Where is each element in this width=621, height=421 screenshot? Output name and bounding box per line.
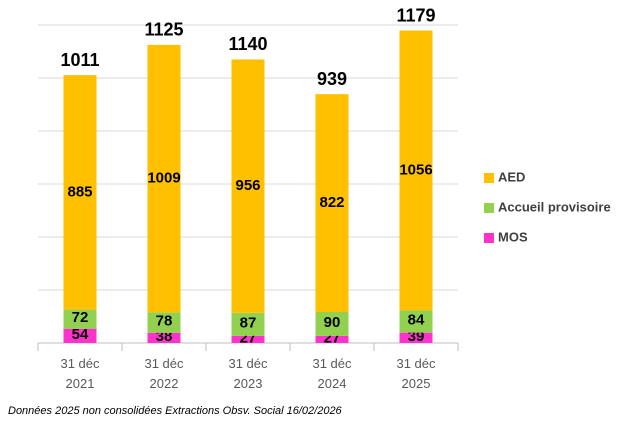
segment-label: 1009: [147, 170, 180, 187]
legend-swatch: [484, 173, 494, 183]
x-tick-line: 31 déc: [228, 356, 268, 371]
total-label: 1125: [144, 20, 183, 40]
x-tick-line: 31 déc: [312, 356, 352, 371]
segment-label: 1056: [399, 161, 432, 178]
total-label: 1011: [60, 50, 99, 70]
legend-swatch: [484, 203, 494, 213]
segment-label: 885: [67, 183, 92, 200]
x-tick-line: 2022: [150, 376, 179, 391]
x-tick-line: 2023: [234, 376, 263, 391]
total-label: 1179: [396, 5, 435, 25]
x-tick-line: 31 déc: [60, 356, 100, 371]
bar-segment: [63, 328, 97, 343]
bar-segment: [231, 335, 265, 343]
legend-label: AED: [498, 169, 525, 184]
bar-segment: [231, 312, 265, 336]
legend-label: MOS: [498, 229, 528, 244]
segment-label: 78: [156, 313, 173, 330]
bar-segment: [63, 75, 97, 310]
segment-label: 822: [319, 194, 344, 211]
segment-label: 956: [235, 177, 260, 194]
bar-segment: [63, 309, 97, 329]
x-tick-label: 31 déc 2024: [312, 356, 352, 391]
x-tick-label: 31 déc 2022: [144, 356, 184, 391]
bar-segment: [399, 30, 433, 311]
bar-segment: [315, 94, 349, 312]
x-tick-line: 2024: [318, 376, 347, 391]
total-label: 939: [317, 69, 347, 89]
bar-segment: [315, 335, 349, 343]
segment-label: 90: [324, 314, 341, 331]
x-tick-line: 2025: [402, 376, 431, 391]
bar-segment: [399, 332, 433, 343]
bar-segment: [147, 312, 181, 333]
segment-label: 87: [240, 314, 257, 331]
footnote: Données 2025 non consolidées Extractions…: [8, 405, 343, 417]
bar-segment: [399, 310, 433, 333]
x-tick-label: 31 déc 2023: [228, 356, 268, 391]
bar-segment: [315, 311, 349, 336]
segment-label: 72: [72, 309, 89, 326]
bar-segment: [147, 44, 181, 313]
total-label: 1140: [228, 34, 267, 54]
x-tick-line: 31 déc: [144, 356, 184, 371]
bar-segment: [231, 59, 265, 313]
legend-label: Accueil provisoire: [498, 199, 611, 214]
x-tick-label: 31 déc 2021: [60, 356, 100, 391]
segment-label: 84: [408, 312, 425, 329]
legend-swatch: [484, 233, 494, 243]
x-tick-line: 31 déc: [396, 356, 436, 371]
segment-label: 54: [72, 326, 89, 343]
bar-segment: [147, 332, 181, 343]
x-tick-line: 2021: [66, 376, 95, 391]
x-tick-label: 31 déc 2025: [396, 356, 436, 391]
